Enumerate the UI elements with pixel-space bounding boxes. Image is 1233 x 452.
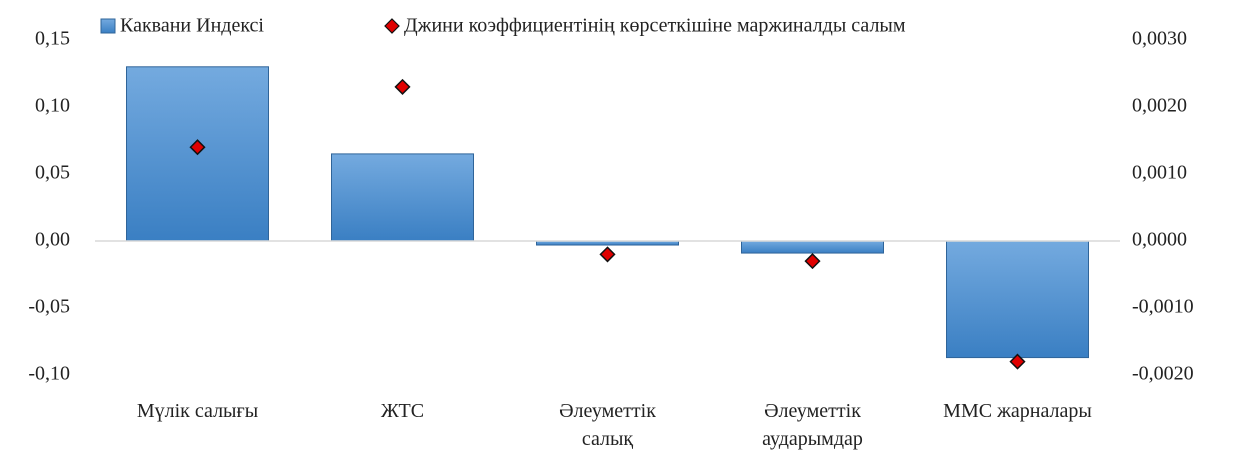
y2-tick-label: 0,0010 xyxy=(1132,162,1187,184)
marker xyxy=(804,253,821,270)
y2-tick-label: 0,0000 xyxy=(1132,229,1187,251)
bar xyxy=(331,153,474,242)
y2-tick-label: 0,0030 xyxy=(1132,28,1187,50)
x-tick-label: ЖТС xyxy=(381,400,424,422)
legend-label: Джини коэффициентінің көрсеткішіне маржи… xyxy=(404,15,906,37)
marker xyxy=(1009,353,1026,370)
legend-label: Каквани Индексі xyxy=(120,15,264,37)
marker xyxy=(599,246,616,263)
y2-tick-label: -0,0020 xyxy=(1132,363,1194,385)
x-tick-label: Мүлік салығы xyxy=(137,400,258,422)
x-tick-label: Әлеуметтік салық xyxy=(559,400,656,450)
y2-tick-label: 0,0020 xyxy=(1132,95,1187,117)
bar xyxy=(946,240,1089,359)
x-tick-label: Әлеуметтік аударымдар xyxy=(762,400,863,450)
y2-tick-label: -0,0010 xyxy=(1132,296,1194,318)
y-tick-label: -0,10 xyxy=(28,363,70,385)
legend-swatch xyxy=(100,18,116,34)
y-tick-label: 0,15 xyxy=(35,28,70,50)
y-tick-label: 0,10 xyxy=(35,95,70,117)
x-tick-label: ММС жарналары xyxy=(943,400,1092,422)
marker xyxy=(189,139,206,156)
legend-marker xyxy=(384,18,400,34)
marker xyxy=(394,78,411,95)
y-tick-label: 0,05 xyxy=(35,162,70,184)
y-tick-label: 0,00 xyxy=(35,229,70,251)
y-tick-label: -0,05 xyxy=(28,296,70,318)
bar xyxy=(741,240,884,254)
